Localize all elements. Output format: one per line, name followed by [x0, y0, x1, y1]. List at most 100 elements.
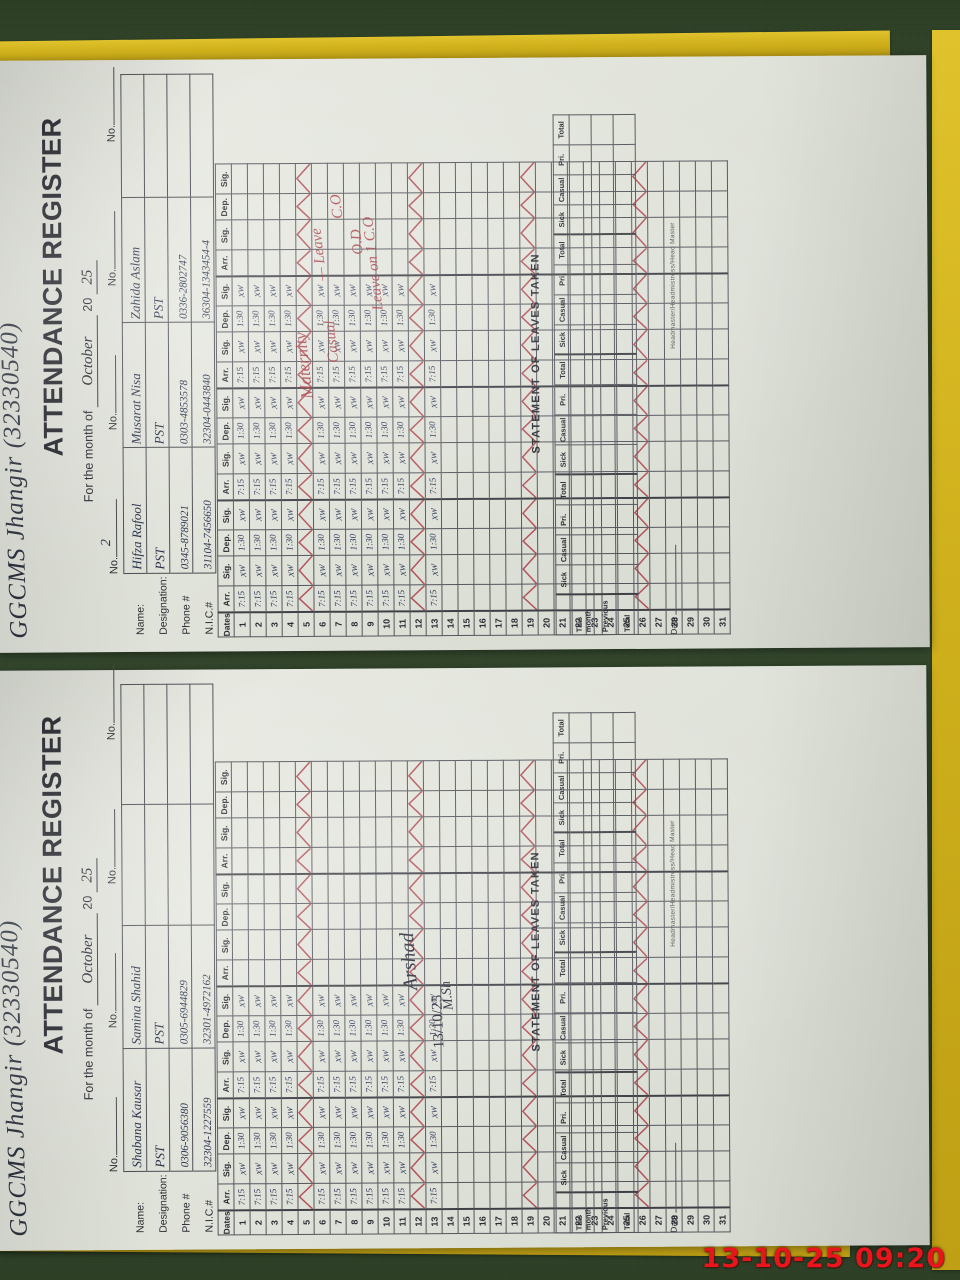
staff-signature: xw: [282, 1162, 297, 1176]
staff-signature: xw: [377, 340, 392, 353]
attendance-cell: [231, 792, 248, 819]
attendance-cell: 7:15: [393, 585, 411, 612]
leaves-header-total-g1: Total: [554, 354, 571, 385]
attendance-cell: [472, 958, 489, 985]
arrival-time: 7:15: [379, 1187, 391, 1205]
leaves-cell: [571, 504, 594, 535]
attendance-cell: [296, 275, 313, 306]
attendance-cell: [296, 305, 313, 332]
attendance-cell: [375, 873, 393, 904]
leaves-cell: [592, 892, 615, 923]
attendance-cell: [457, 1040, 474, 1071]
attendance-cell: [439, 846, 456, 873]
staff-signature: xw: [426, 1106, 441, 1119]
attendance-cell: [696, 927, 713, 958]
attendance-cell: xw: [424, 330, 441, 362]
leaves-cell: [592, 922, 615, 953]
page2-no-label-2: No.: [107, 1010, 120, 1029]
attendance-cell: [311, 873, 329, 904]
leaves-header-sick-g2: Sick: [554, 922, 571, 953]
attendance-cell: [487, 218, 504, 249]
leaves-cell: [614, 982, 637, 1013]
tape-strip-right: [932, 30, 960, 1270]
page2-phone-0: 0306-9056380: [178, 1103, 192, 1168]
attendance-cell: [440, 274, 457, 305]
attendance-cell: [473, 498, 490, 529]
attendance-cell: [391, 817, 408, 848]
attendance-cell: [649, 1095, 666, 1126]
leaves-cell: [571, 1162, 594, 1193]
attendance-cell: 1:30: [344, 1015, 362, 1042]
leaves-cell: [615, 504, 638, 535]
date-cell: 31: [714, 609, 731, 634]
page1-name-2: Zahida Aslam: [127, 246, 143, 320]
staff-signature: xw: [250, 1050, 265, 1064]
attendance-cell: [248, 904, 265, 931]
attendance-cell: 1:30: [280, 1015, 298, 1042]
attendance-cell: [441, 498, 458, 529]
attendance-cell: [472, 330, 489, 361]
attendance-cell: [697, 1069, 714, 1096]
leaves-cell: [571, 1072, 594, 1103]
attendance-cell: 7:15: [329, 1183, 347, 1210]
attendance-cell: [503, 790, 520, 817]
attendance-cell: [473, 554, 490, 585]
attendance-cell: [280, 903, 297, 930]
leaves-cell: [592, 384, 615, 415]
attendance-cell: [343, 873, 361, 904]
leaves-cell: [569, 174, 592, 205]
attendance-cell: xw: [424, 386, 441, 418]
attendance-cell: [376, 903, 393, 930]
attendance-cell: [489, 1040, 506, 1071]
staff-signature: xw: [234, 1050, 249, 1064]
attendance-cell: [473, 1126, 490, 1153]
attendance-cell: [487, 162, 504, 193]
attendance-cell: xw: [248, 332, 265, 363]
attendance-cell: [297, 1097, 314, 1128]
arrival-time: 7:15: [268, 590, 279, 608]
attendance-cell: xw: [328, 985, 345, 1016]
page2-hand-signature: Arshad: [395, 931, 423, 992]
attendance-cell: [505, 1152, 522, 1183]
attendance-cell: [360, 929, 377, 960]
date-cell: 1: [234, 1210, 251, 1235]
attendance-cell: [423, 872, 441, 904]
leaves-header-pri-g2: Pri.: [553, 862, 571, 893]
date-cell: 10: [378, 611, 395, 637]
leaves-cell: [614, 414, 638, 445]
attendance-cell: [375, 163, 392, 194]
attendance-cell: [649, 553, 666, 584]
page1-no-1: No.: [106, 498, 120, 574]
attendance-cell: xw: [329, 1097, 346, 1128]
attendance-cell: [535, 816, 552, 847]
page2-attendance-table: Dates Arr. Sig. Dep. Sig. Arr. Sig. Dep. Sig. Arr…: [215, 759, 731, 1236]
departure-time: 1:30: [251, 534, 263, 552]
leaves-header-sick-g0: Sick: [555, 1162, 572, 1193]
page2-date-label: Date: [668, 1214, 679, 1233]
attendance-cell: xw: [264, 985, 281, 1017]
departure-time: 1:30: [283, 534, 295, 552]
departure-time: 1:30: [394, 421, 406, 439]
leaves-cell: [569, 772, 592, 803]
attendance-cell: xw: [313, 1153, 330, 1184]
page1-no-label-2: No.: [107, 412, 120, 431]
attendance-cell: [712, 927, 729, 958]
attendance-cell: [648, 415, 666, 442]
attendance-cell: xw: [344, 387, 361, 418]
attendance-cell: xw: [425, 498, 442, 530]
attendance-cell: [264, 929, 281, 961]
leaves-cell: [613, 862, 637, 893]
attendance-cell: xw: [345, 499, 362, 530]
staff-signature: xw: [330, 1162, 345, 1175]
attendance-cell: [311, 761, 328, 792]
attendance-cell: [713, 1151, 730, 1182]
date-cell: 8: [346, 611, 363, 637]
attendance-cell: [679, 191, 696, 218]
staff-signature: xw: [329, 994, 344, 1008]
header-dep-g0: Dep.: [217, 1128, 234, 1155]
arrival-time: 7:15: [395, 1187, 407, 1205]
attendance-cell: [424, 928, 441, 960]
attendance-cell: [441, 554, 458, 585]
attendance-cell: xw: [376, 985, 393, 1016]
attendance-cell: [407, 163, 424, 194]
